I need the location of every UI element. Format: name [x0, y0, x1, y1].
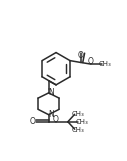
- Text: N: N: [48, 110, 54, 119]
- Text: CH₃: CH₃: [76, 119, 89, 125]
- Text: CH₃: CH₃: [72, 111, 85, 117]
- Text: CH₃: CH₃: [99, 61, 112, 67]
- Text: O: O: [78, 51, 84, 60]
- Text: O: O: [53, 115, 59, 124]
- Text: O: O: [88, 57, 94, 66]
- Text: N: N: [48, 88, 54, 97]
- Text: O: O: [30, 117, 36, 126]
- Text: CH₃: CH₃: [72, 127, 85, 133]
